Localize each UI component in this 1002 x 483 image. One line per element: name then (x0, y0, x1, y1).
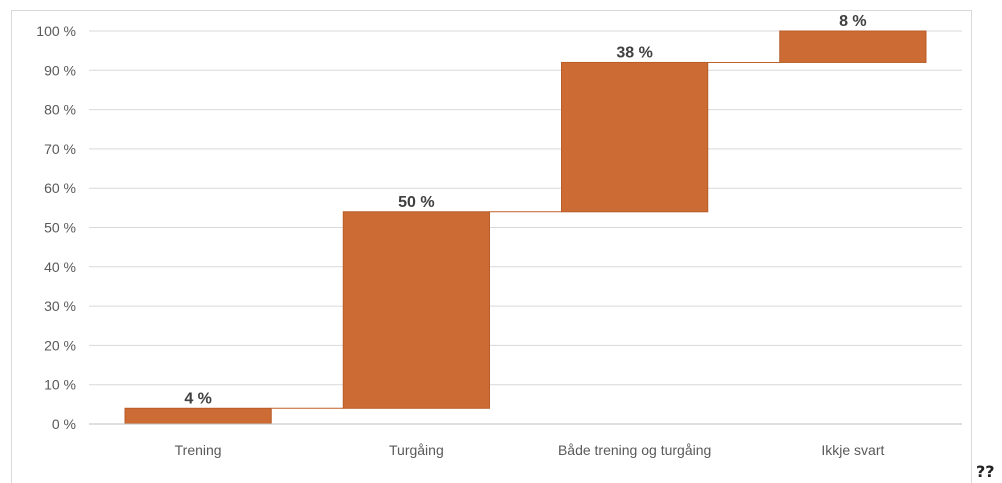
y-tick-label: 40 % (44, 259, 76, 275)
chart-frame (11, 10, 972, 483)
data-label: 38 % (616, 44, 652, 61)
waterfall-bar (561, 61, 709, 213)
y-tick-label: 80 % (44, 102, 76, 118)
stray-text: ?? (976, 462, 995, 481)
y-tick-label: 30 % (44, 298, 76, 314)
data-label: 50 % (398, 194, 434, 211)
y-tick-label: 20 % (44, 337, 76, 353)
waterfall-bar (124, 407, 272, 425)
y-tick-label: 70 % (44, 141, 76, 157)
waterfall-bar (342, 211, 490, 409)
y-tick-label: 100 % (36, 23, 76, 39)
x-tick-label: Ikkje svart (821, 442, 884, 458)
x-tick-label: Trening (175, 442, 222, 458)
y-tick-label: 10 % (44, 377, 76, 393)
y-tick-label: 60 % (44, 180, 76, 196)
y-tick-label: 90 % (44, 62, 76, 78)
data-label: 4 % (184, 390, 212, 407)
y-tick-label: 0 % (52, 416, 76, 432)
x-tick-label: Turgåing (389, 442, 444, 458)
data-label: 8 % (839, 13, 867, 30)
x-tick-label: Både trening og turgåing (558, 442, 711, 458)
waterfall-bar (779, 30, 927, 63)
y-tick-label: 50 % (44, 220, 76, 236)
